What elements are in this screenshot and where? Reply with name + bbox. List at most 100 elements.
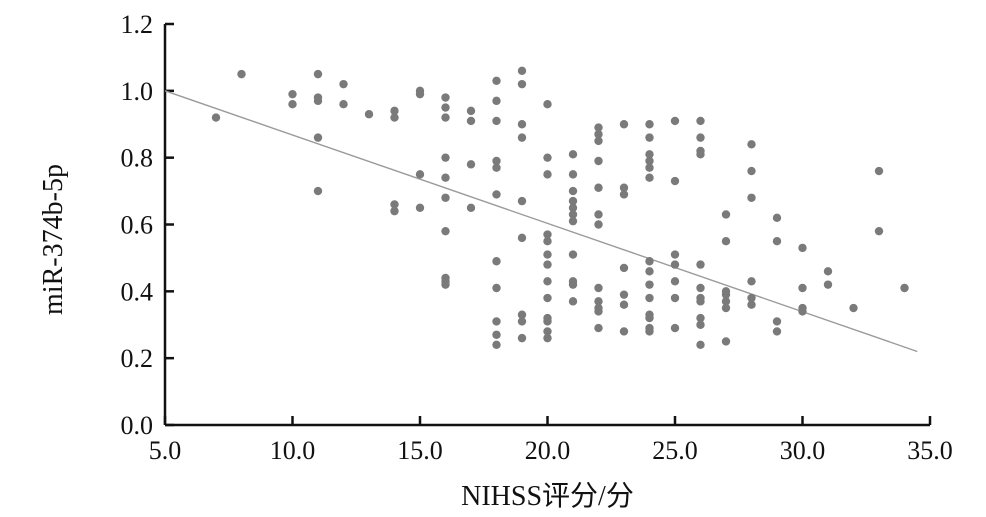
data-point (696, 150, 705, 159)
y-tick-label: 1.2 (121, 10, 154, 39)
data-point (721, 297, 731, 306)
data-point (645, 293, 654, 303)
data-point (390, 113, 399, 122)
data-point (670, 176, 680, 186)
data-point (492, 96, 501, 106)
data-point (645, 156, 654, 166)
data-point (696, 116, 705, 126)
data-point (288, 89, 297, 99)
data-point (517, 333, 527, 343)
data-point (670, 293, 680, 303)
data-point (313, 96, 323, 106)
data-point (568, 170, 578, 179)
y-tick-label: 0.0 (121, 411, 154, 440)
data-point (517, 79, 527, 89)
data-point (543, 237, 552, 246)
data-point (772, 317, 782, 326)
data-point (517, 317, 527, 326)
data-point (645, 280, 654, 289)
x-tick-label: 5.0 (149, 436, 182, 465)
axes (163, 24, 930, 427)
data-point (543, 317, 552, 326)
data-point (313, 69, 323, 79)
data-point (670, 277, 680, 286)
data-point (543, 153, 552, 162)
data-point (645, 267, 654, 276)
data-point (492, 340, 501, 349)
data-point (568, 297, 578, 306)
data-point (441, 193, 450, 202)
data-point (721, 237, 731, 246)
data-point (441, 153, 450, 162)
data-point (696, 340, 705, 349)
data-point (594, 283, 603, 293)
x-tick-label: 15.0 (397, 436, 443, 465)
data-point (747, 140, 756, 149)
data-point (390, 200, 399, 209)
data-point (670, 323, 680, 333)
data-point (645, 173, 654, 182)
data-point (594, 307, 603, 316)
data-point (721, 290, 731, 299)
data-point (364, 110, 374, 119)
data-point (874, 226, 884, 236)
data-point (543, 250, 552, 259)
data-point (568, 196, 578, 206)
data-point (339, 79, 348, 89)
data-point (390, 106, 399, 116)
data-point (645, 133, 654, 142)
data-point (492, 283, 501, 293)
data-point (721, 303, 731, 313)
data-point (645, 163, 654, 172)
data-point (492, 330, 501, 339)
data-point (211, 113, 221, 122)
data-point (747, 300, 756, 309)
data-point (619, 290, 629, 299)
data-point (619, 183, 629, 192)
data-point (517, 66, 527, 75)
data-point (568, 216, 578, 226)
data-point (721, 210, 731, 219)
data-point (441, 103, 450, 112)
data-point (594, 323, 603, 333)
data-point (466, 116, 476, 126)
data-point (492, 116, 501, 126)
data-point (415, 203, 425, 212)
data-point (645, 257, 654, 266)
data-point (237, 69, 246, 79)
data-point (747, 166, 756, 176)
data-point (466, 106, 476, 116)
data-point (517, 310, 527, 319)
x-tick-label: 30.0 (780, 436, 826, 465)
x-axis-title: NIHSS评分/分 (461, 481, 634, 512)
data-point (798, 243, 807, 253)
data-point (492, 257, 501, 266)
x-tick-label: 20.0 (525, 436, 571, 465)
data-point (849, 303, 858, 313)
data-point (645, 150, 654, 159)
data-point (568, 210, 578, 219)
data-point (288, 100, 297, 109)
data-point (594, 136, 603, 146)
data-point (441, 280, 450, 289)
data-point (568, 280, 578, 289)
data-point (543, 277, 552, 286)
data-point (696, 133, 705, 142)
y-tick-label: 0.8 (121, 144, 154, 173)
data-point (543, 170, 552, 179)
data-point (543, 100, 552, 109)
data-point (772, 213, 782, 223)
data-point (900, 283, 909, 293)
data-point (619, 190, 629, 199)
x-axis-ticks: 5.0 10.0 15.0 20.0 25.0 30.0 35.0 (149, 416, 953, 465)
data-point (568, 203, 578, 212)
data-point (696, 260, 705, 269)
data-point (772, 237, 782, 246)
data-point (696, 297, 705, 306)
data-point (823, 267, 833, 276)
data-point (619, 120, 629, 129)
data-point (390, 206, 399, 216)
data-point (696, 283, 705, 293)
data-point (492, 317, 501, 326)
data-point (492, 163, 501, 172)
